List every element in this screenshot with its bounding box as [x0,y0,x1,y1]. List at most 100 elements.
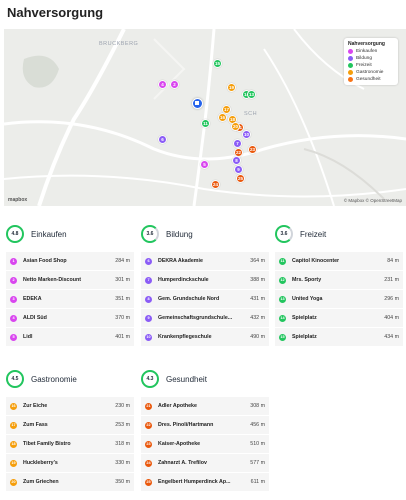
list-item[interactable]: 20 Zum Griechen 350 m [6,473,134,492]
item-name: Netto Marken-Discount [23,277,81,283]
list-item[interactable]: 6 DEKRA Akademie 364 m [141,252,269,271]
list-item[interactable]: 15 Spielplatz 434 m [275,328,403,347]
map-attribution[interactable]: © Mapbox © OpenStreetMap [343,198,402,203]
list-item[interactable]: 17 Zum Fass 253 m [6,416,134,435]
item-distance: 301 m [115,277,130,283]
category-header: 4.8 Einkaufen [6,222,134,246]
category-header: 3.6 Freizeit [275,222,403,246]
item-name: Humperdinckschule [158,277,209,283]
list-item[interactable]: 10 Krankenpflegeschule 490 m [141,328,269,347]
map-pin-9[interactable]: 9 [234,165,243,174]
map-pin-20[interactable]: 20 [231,122,240,131]
item-name: Spielplatz [292,334,317,340]
map-pin-7[interactable]: 7 [233,139,242,148]
map-pin-8[interactable]: 8 [232,156,241,165]
list-item[interactable]: 18 Tibet Family Bistro 318 m [6,435,134,454]
map-label-sch: SCH [244,111,258,117]
item-name: Kaiser-Apotheke [158,441,201,447]
list-item[interactable]: 13 United Yoga 296 m [275,290,403,309]
item-name: Zum Griechen [23,479,59,485]
item-distance: 230 m [115,403,130,409]
map-pin-13[interactable]: 13 [247,90,256,99]
map-pin-15[interactable]: 15 [213,59,222,68]
item-number-badge: 9 [145,314,152,322]
list-item[interactable]: 8 Gem. Grundschule Nord 431 m [141,290,269,309]
item-number-badge: 11 [279,257,286,265]
item-number-badge: 17 [10,421,17,429]
list-item[interactable]: 4 ALDI Süd 370 m [6,309,134,328]
item-name: Adler Apotheke [158,403,197,409]
list-item[interactable]: 22 Dres. Pinoli/Hartmann 456 m [141,416,269,435]
item-distance: 432 m [250,315,265,321]
list-item[interactable]: 7 Humperdinckschule 388 m [141,271,269,290]
item-distance: 510 m [250,441,265,447]
legend-item-freizeit: Freizeit [348,63,394,68]
map-pin-24[interactable]: 24 [211,180,220,189]
map-pin-17[interactable]: 17 [222,105,231,114]
item-name: Tibet Family Bistro [23,441,71,447]
legend-item-bildung: Bildung [348,56,394,61]
score-badge: 4.5 [6,370,24,388]
item-distance: 490 m [250,334,265,340]
list-item[interactable]: 19 Huckleberry's 330 m [6,454,134,473]
category-title: Gesundheit [166,374,207,384]
item-name: Gemeinschaftsgrundschule... [158,315,233,321]
item-name: Asian Food Shop [23,258,67,264]
map-pin-11[interactable]: 11 [201,119,210,128]
list-item[interactable]: 1 Asian Food Shop 284 m [6,252,134,271]
list-item[interactable]: 3 EDEKA 351 m [6,290,134,309]
list-item[interactable]: 9 Gemeinschaftsgrundschule... 432 m [141,309,269,328]
category-title: Freizeit [300,229,327,239]
map-pin-2[interactable]: 2 [170,80,179,89]
item-name: EDEKA [23,296,42,302]
list-item[interactable]: 2 Netto Marken-Discount 301 m [6,271,134,290]
item-distance: 577 m [250,460,265,466]
item-name: Krankenpflegeschule [158,334,212,340]
item-distance: 318 m [115,441,130,447]
item-name: Huckleberry's [23,460,58,466]
list-item[interactable]: 12 Mrs. Sporty 231 m [275,271,403,290]
map-pin-6[interactable]: 6 [158,135,167,144]
list-item[interactable]: 25 Engelbert Humperdinck Ap... 611 m [141,473,269,492]
category-header: 3.6 Bildung [141,222,269,246]
map-legend: Nahversorgung Einkaufen Bildung Freizeit… [344,38,398,85]
item-name: DEKRA Akademie [158,258,203,264]
score-badge: 4.3 [141,370,159,388]
map-pin-10[interactable]: 10 [242,130,251,139]
category-card-gesundheit: 4.3 Gesundheit 21 Adler Apotheke 308 m 22 Dres… [141,367,269,492]
item-number-badge: 22 [145,421,152,429]
list-item[interactable]: 24 Zahnarzt A. Trefilov 577 m [141,454,269,473]
item-distance: 231 m [384,277,399,283]
map-pin-5[interactable]: 5 [200,160,209,169]
item-number-badge: 8 [145,295,152,303]
item-name: Gem. Grundschule Nord [158,296,220,302]
map-pin-4[interactable]: 4 [158,80,167,89]
item-distance: 364 m [250,258,265,264]
list-item[interactable]: 14 Spielplatz 404 m [275,309,403,328]
map-pin-16[interactable]: 16 [218,113,227,122]
item-distance: 308 m [250,403,265,409]
list-item[interactable]: 23 Kaiser-Apotheke 510 m [141,435,269,454]
legend-title: Nahversorgung [348,41,385,47]
item-name: United Yoga [292,296,323,302]
item-distance: 611 m [250,479,265,485]
list-item[interactable]: 5 Lidl 401 m [6,328,134,347]
map-pin-23[interactable]: 23 [248,145,257,154]
item-name: Mrs. Sporty [292,277,322,283]
map-pin-19[interactable]: 19 [227,83,236,92]
item-name: Spielplatz [292,315,317,321]
item-distance: 253 m [115,422,130,428]
item-distance: 401 m [115,334,130,340]
mapbox-logo[interactable]: mapbox [8,197,28,203]
item-number-badge: 13 [279,295,286,303]
map[interactable]: BRUCKBERG SCH 4 2 15 19 14 13 17 16 18 2… [4,29,406,206]
list-item[interactable]: 11 Capitol Kinocenter 84 m [275,252,403,271]
map-pin-25[interactable]: 25 [236,174,245,183]
home-location-icon[interactable] [192,98,203,109]
item-name: Zum Fass [23,422,48,428]
item-distance: 370 m [115,315,130,321]
item-number-badge: 14 [279,314,286,322]
list-item[interactable]: 16 Zur Eiche 230 m [6,397,134,416]
list-item[interactable]: 21 Adler Apotheke 308 m [141,397,269,416]
category-card-freizeit: 3.6 Freizeit 11 Capitol Kinocenter 84 m 12 Mrs… [275,222,403,347]
